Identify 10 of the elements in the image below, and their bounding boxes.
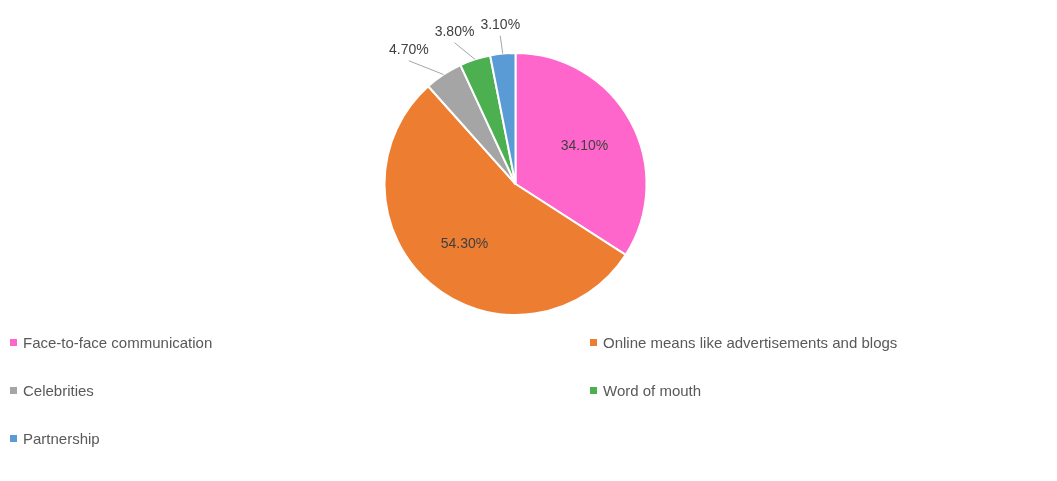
data-label: 54.30% xyxy=(440,234,489,251)
legend-label: Celebrities xyxy=(23,381,94,399)
legend-label: Partnership xyxy=(23,429,100,447)
legend-label: Word of mouth xyxy=(603,381,702,399)
legend-label: Face-to-face communication xyxy=(23,333,213,351)
data-label: 4.70% xyxy=(388,40,429,57)
data-label: 3.10% xyxy=(480,15,521,32)
data-label: 34.10% xyxy=(560,137,609,154)
data-label: 3.80% xyxy=(434,22,475,39)
legend-label: Online means like advertisements and blogs xyxy=(603,333,898,351)
